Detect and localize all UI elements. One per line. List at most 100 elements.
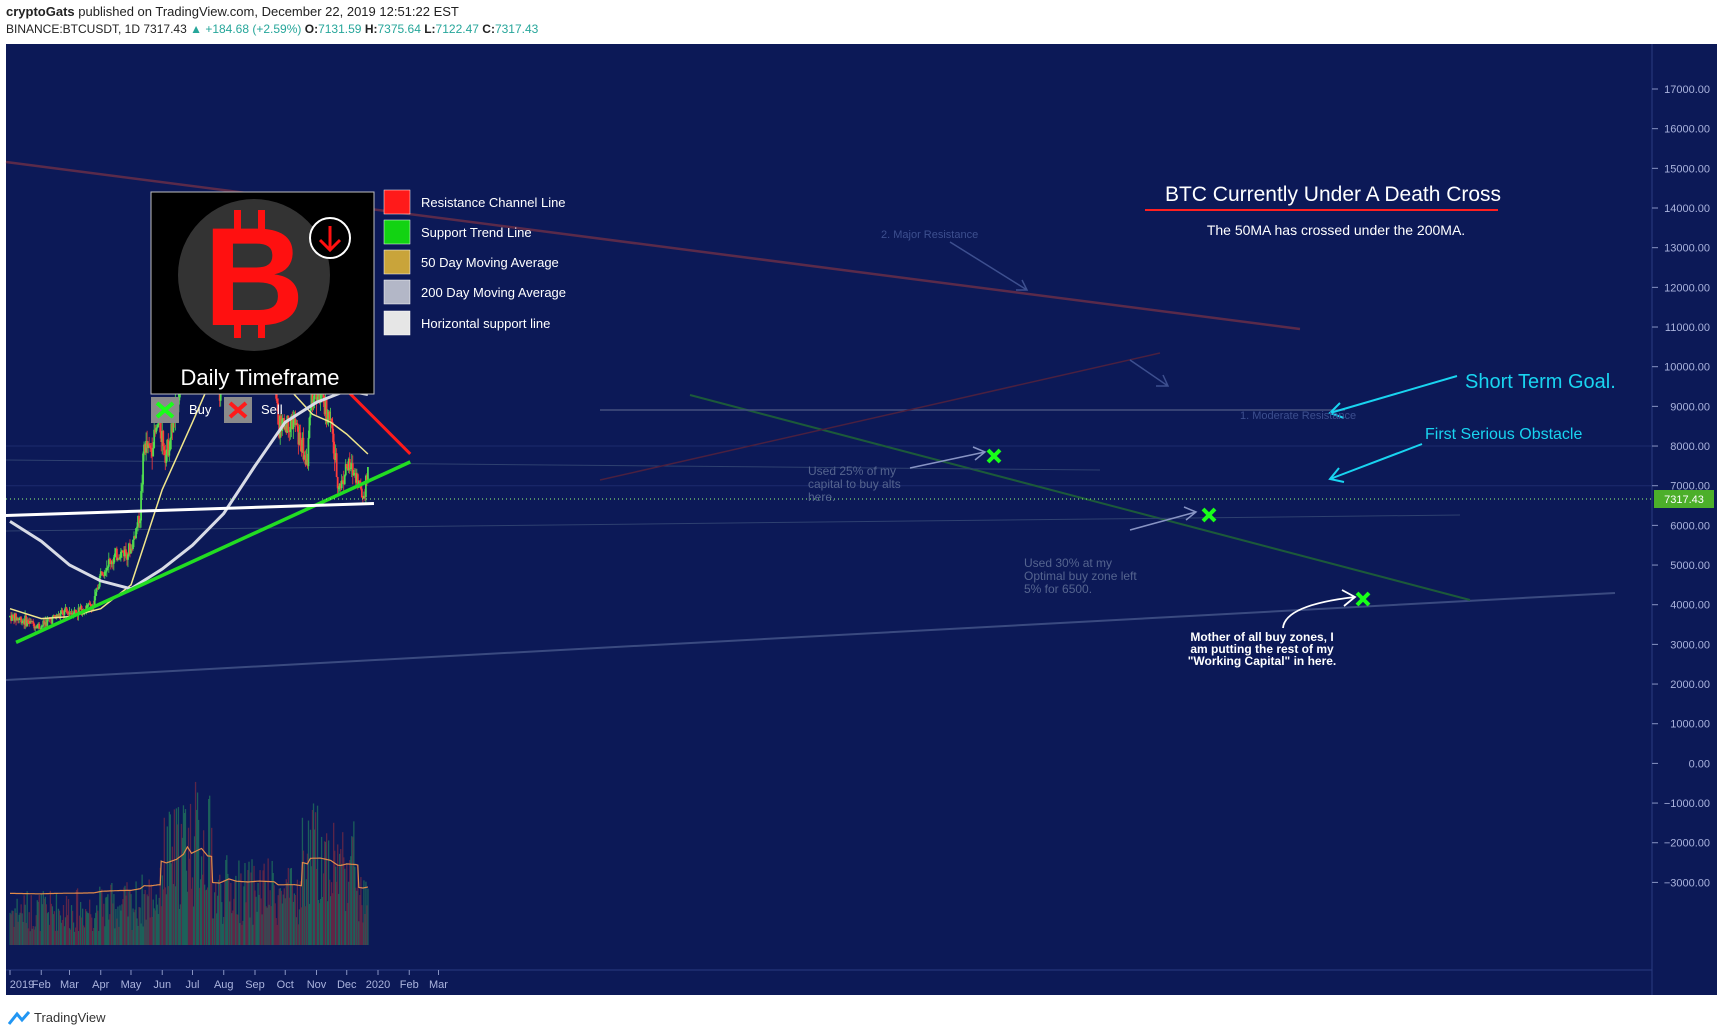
volume-bar: [93, 928, 95, 945]
volume-bar: [295, 917, 298, 945]
x-tick-label: Jul: [185, 979, 199, 991]
y-axis: 17000.00 16000.00 15000.00 14000.00 13000.00…: [1652, 84, 1710, 889]
symbol-label: BINANCE:BTCUSDT, 1D: [6, 22, 141, 36]
volume-bar: [38, 894, 40, 945]
candle-body: [324, 398, 327, 415]
volume-bar: [131, 929, 133, 945]
volume-bar: [223, 916, 225, 945]
candle-body: [361, 497, 364, 499]
volume-bar: [353, 821, 355, 945]
volume-bar: [126, 882, 128, 945]
volume-bar: [192, 906, 195, 945]
candle-body: [127, 554, 129, 560]
volume-bar: [310, 866, 313, 945]
candle-body: [302, 437, 305, 460]
candle-body: [30, 621, 33, 623]
volume-bar: [245, 902, 247, 945]
candle-body: [337, 488, 340, 490]
volume-bar: [169, 814, 172, 945]
x-tick-label: Apr: [92, 979, 109, 991]
volume-bar: [253, 865, 255, 945]
candle-body: [20, 617, 22, 623]
volume-bar: [179, 904, 182, 945]
short-term-goal-label: Short Term Goal.: [1465, 371, 1616, 393]
candle-body: [100, 571, 103, 573]
candle-body: [40, 626, 43, 630]
candle-body: [344, 464, 347, 476]
volume-bar: [174, 886, 177, 945]
candle-body: [291, 415, 294, 429]
volume-bar: [194, 781, 197, 945]
volume-bar: [301, 817, 304, 945]
volume-bar: [260, 898, 262, 945]
volume-bar: [303, 862, 306, 945]
volume-bar: [99, 886, 101, 945]
volume-bar: [202, 830, 205, 945]
candle-body: [117, 558, 120, 560]
candle-body: [345, 464, 348, 467]
y-tick-label: 16000.00: [1664, 124, 1710, 136]
y-tick-label: 5000.00: [1670, 560, 1710, 572]
candle-body: [312, 399, 315, 406]
volume-bar: [139, 907, 141, 945]
volume-bar: [108, 919, 110, 945]
used25-line1: Used 25% of my: [808, 464, 896, 478]
faint-green-channel: [689, 394, 1471, 601]
volume-bar: [191, 877, 194, 945]
y-tick-label: 17000.00: [1664, 84, 1710, 96]
volume-bar: [302, 850, 305, 945]
sell-x-icon: [228, 401, 248, 419]
volume-bar: [77, 931, 80, 945]
x-tick-label: Feb: [32, 979, 51, 991]
volume-bar: [24, 904, 26, 945]
x-tick-label: 2019: [10, 979, 34, 991]
volume-bar: [282, 894, 284, 945]
bitcoin-icon-bar-top1: [234, 210, 241, 230]
volume-bar: [298, 909, 301, 945]
volume-bar: [225, 859, 227, 945]
candle-body: [167, 439, 170, 456]
candle-body: [67, 611, 70, 615]
candle-body: [24, 615, 27, 625]
volume-bar: [85, 909, 87, 945]
candle-body: [13, 615, 15, 621]
volume-bar: [334, 850, 336, 945]
x-tick-label: Aug: [214, 979, 234, 991]
volume-bar: [314, 812, 317, 945]
candle-body: [87, 603, 90, 605]
major-resistance-label: 2. Major Resistance: [881, 229, 978, 241]
volume-bar: [82, 925, 85, 945]
candle-body: [22, 620, 25, 622]
volume-bar: [165, 894, 167, 945]
volume-bar: [137, 925, 139, 945]
used30-line3: 5% for 6500.: [1024, 582, 1092, 596]
candle-body: [85, 605, 88, 610]
volume-bar: [328, 879, 331, 945]
candle-body: [348, 458, 351, 469]
volume-bar: [213, 918, 215, 945]
volume-bar: [67, 899, 70, 945]
used30-line2: Optimal buy zone left: [1024, 569, 1137, 583]
faint-line-2: [5, 514, 1461, 532]
faint-lines: [5, 160, 1616, 681]
candle-body: [126, 552, 128, 560]
buy-x-icon: [155, 401, 175, 419]
volume-bar: [286, 882, 288, 945]
author-name[interactable]: cryptoGats: [6, 4, 75, 19]
tradingview-logo[interactable]: TradingView: [8, 1010, 106, 1025]
candle-body: [339, 483, 342, 489]
volume-bar: [167, 886, 169, 945]
volume-bar: [229, 901, 231, 945]
candle-body: [150, 447, 153, 449]
y-tick-label: −3000.00: [1664, 877, 1710, 889]
candle-body: [364, 475, 367, 497]
volume-bar: [307, 820, 310, 945]
candle-body: [336, 476, 339, 489]
volume-bar: [350, 856, 352, 945]
x-tick-label: Sep: [245, 979, 265, 991]
price-chart[interactable]: 17000.00 16000.00 15000.00 14000.00 13000.00…: [0, 0, 1723, 1000]
volume-bar: [274, 903, 276, 945]
candle-body: [42, 620, 45, 626]
candle-body: [31, 621, 34, 623]
x-tick-label: Mar: [60, 979, 79, 991]
